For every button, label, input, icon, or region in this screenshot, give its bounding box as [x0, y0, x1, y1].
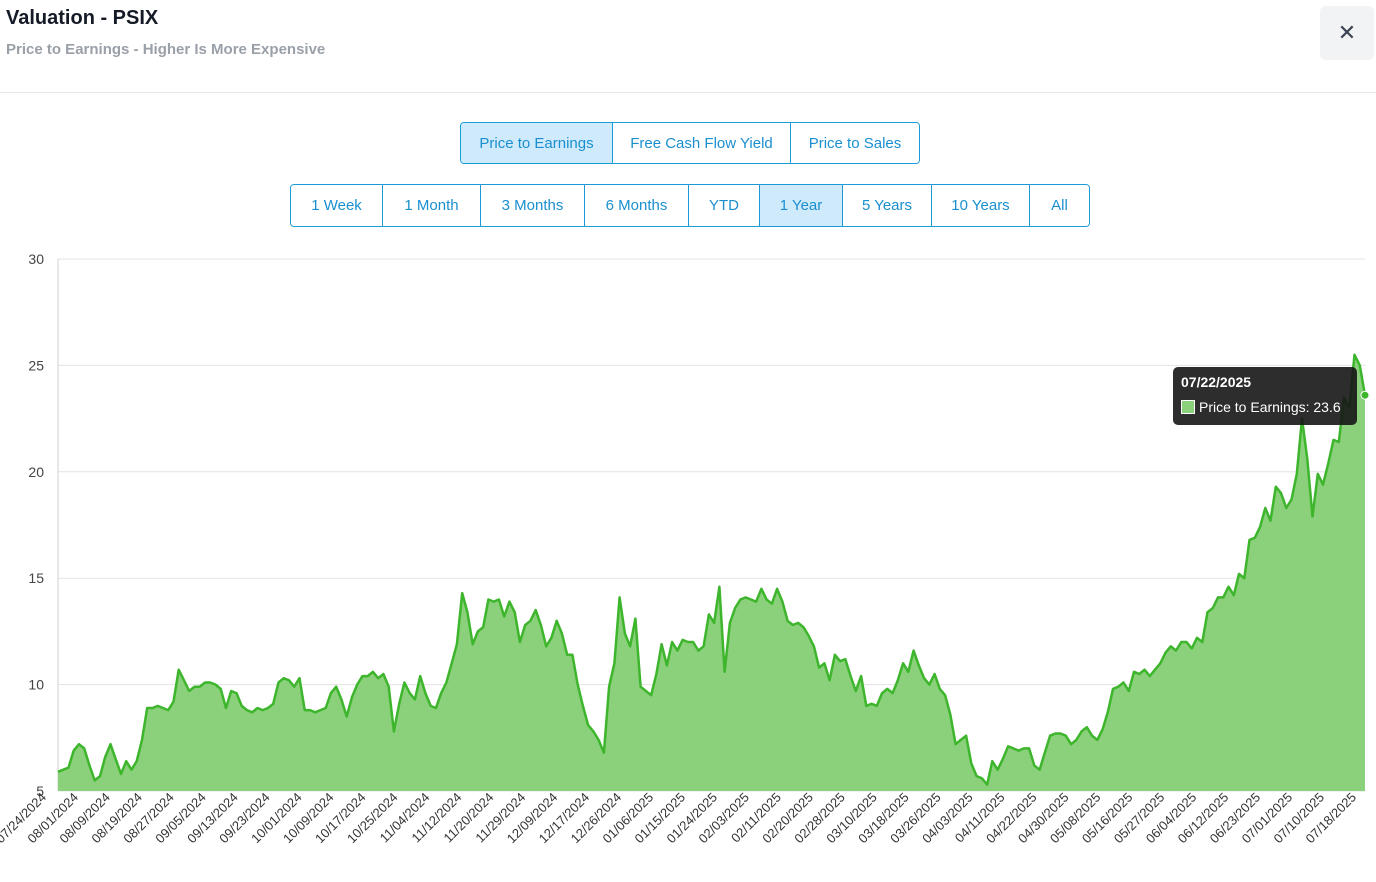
- close-button[interactable]: ✕: [1320, 6, 1374, 60]
- y-tick-label: 15: [28, 570, 44, 586]
- tab-price-to-sales[interactable]: Price to Sales: [791, 123, 919, 163]
- range-1-year[interactable]: 1 Year: [760, 185, 843, 226]
- y-tick-label: 10: [28, 677, 44, 693]
- page-subtitle: Price to Earnings - Higher Is More Expen…: [6, 41, 326, 58]
- chart-tooltip: 07/22/2025 Price to Earnings: 23.6: [1173, 367, 1357, 425]
- hover-point: [1360, 390, 1370, 400]
- range-1-week[interactable]: 1 Week: [291, 185, 383, 226]
- close-icon: ✕: [1337, 20, 1357, 45]
- tooltip-value: Price to Earnings: 23.6: [1199, 399, 1341, 415]
- range-5-years[interactable]: 5 Years: [843, 185, 932, 226]
- page-title: Valuation - PSIX: [6, 7, 159, 29]
- tooltip-date: 07/22/2025: [1181, 374, 1252, 390]
- series-line: [57, 353, 1367, 786]
- tab-price-to-earnings[interactable]: Price to Earnings: [461, 123, 613, 163]
- tab-free-cash-flow-yield[interactable]: Free Cash Flow Yield: [613, 123, 791, 163]
- range-selector: 1 Week 1 Month 3 Months 6 Months YTD 1 Y…: [290, 184, 1090, 227]
- valuation-chart[interactable]: 5101520253007/24/202408/01/202408/09/202…: [0, 240, 1376, 882]
- metric-selector: Price to Earnings Free Cash Flow Yield P…: [460, 122, 920, 164]
- dialog-header: Valuation - PSIX Price to Earnings - Hig…: [0, 0, 1376, 93]
- range-ytd[interactable]: YTD: [689, 185, 760, 226]
- y-tick-label: 20: [28, 464, 44, 480]
- range-all[interactable]: All: [1030, 185, 1089, 226]
- tooltip-swatch: [1181, 400, 1195, 414]
- series-area: [58, 354, 1365, 791]
- range-3-months[interactable]: 3 Months: [481, 185, 585, 226]
- y-tick-label: 25: [28, 357, 44, 373]
- range-1-month[interactable]: 1 Month: [383, 185, 481, 226]
- y-tick-label: 30: [28, 251, 44, 267]
- range-10-years[interactable]: 10 Years: [932, 185, 1030, 226]
- tooltip-row: Price to Earnings: 23.6: [1181, 399, 1341, 415]
- range-6-months[interactable]: 6 Months: [585, 185, 689, 226]
- y-tick-label: 5: [36, 783, 44, 799]
